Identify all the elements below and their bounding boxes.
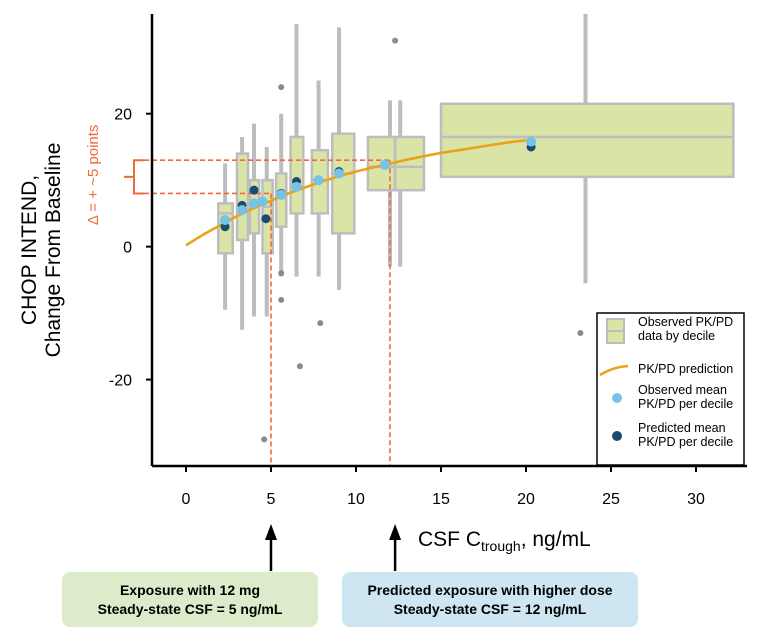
x-tick-label-5: 25 [602,491,620,508]
legend-label-0-line2: data by decile [638,329,715,343]
x-axis-title-main: CSF C [418,528,481,551]
outlier-point-7 [392,37,399,44]
observed-mean-point-6 [313,175,324,186]
legend-label-2-line2: PK/PD per decile [638,397,733,411]
box-5 [289,135,305,215]
box-7 [330,132,356,235]
outlier-point-1 [278,270,285,277]
observed-mean-point-2 [249,198,259,209]
observed-mean-point-7 [334,168,344,179]
y-tick-label-2: 20 [114,107,132,124]
outlier-point-5 [261,436,268,443]
legend-label-2-line1: Observed mean [638,383,727,397]
legend-label-0-line1: Observed PK/PD [638,315,733,329]
x-axis-title: CSF Ctrough, ng/mL [418,528,591,554]
callout-left-line2: Steady-state CSF = 5 ng/mL [97,600,283,617]
x-tick-label-6: 30 [687,491,705,508]
x-axis-title-unit: , ng/mL [521,528,591,551]
y-tick-label-1: 0 [123,240,132,257]
outlier-point-0 [278,84,285,91]
outlier-point-4 [317,320,324,327]
y-tick-label-0: -20 [109,373,132,390]
box-10 [439,102,735,179]
predicted-mean-point-2 [249,185,259,195]
observed-mean-point-4 [276,189,287,200]
x-tick-label-3: 15 [432,491,450,508]
y-axis-title-line1: CHOP INTEND, [18,175,41,325]
arrow-to-right-callout-head [389,524,402,540]
box-9 [393,135,426,192]
x-tick-label-2: 10 [347,491,365,508]
x-tick-label-4: 20 [517,491,535,508]
callout-right-line2: Steady-state CSF = 12 ng/mL [393,600,587,617]
outlier-point-2 [278,296,285,303]
delta-bracket [133,159,144,195]
arrow-to-left-callout-head [265,524,277,540]
callout-right-line1: Predicted exposure with higher dose [367,581,613,598]
legend-label-1-line1: PK/PD prediction [638,362,733,376]
predicted-mean-point-3 [261,214,271,224]
observed-mean-point-3 [257,196,268,207]
x-tick-label-0: 0 [182,491,191,508]
observed-mean-point-8 [379,159,390,170]
x-tick-label-1: 5 [267,491,276,508]
legend-label-3-line1: Predicted mean [638,421,726,435]
box-1 [235,152,250,242]
callout-current-exposure: Exposure with 12 mg Steady-state CSF = 5… [62,572,318,627]
pkpd-chart: 0 5 10 15 20 25 30 -20 0 20 CHOP INTEND, Change Fr… [18,14,747,571]
observed-mean-point-1 [237,205,248,216]
observed-mean-point-5 [291,181,302,192]
legend-label-3-line2: PK/PD per decile [638,435,733,449]
outlier-point-3 [296,363,303,370]
observed-mean-point-0 [220,215,231,226]
outlier-point-8 [577,330,584,337]
y-axis-title-line2: Change From Baseline [42,143,65,358]
delta-label: Δ = + ~5 points [85,125,102,226]
legend-swatch-observed [612,393,622,403]
observed-mean-point-9 [526,136,537,147]
x-axis-title-sub: trough [481,538,521,554]
legend-swatch-predicted [612,431,622,441]
callout-left-line1: Exposure with 12 mg [119,581,261,598]
box-4 [274,172,288,228]
callout-higher-dose-exposure: Predicted exposure with higher dose Stea… [342,572,638,627]
legend-swatch-line [599,364,629,377]
